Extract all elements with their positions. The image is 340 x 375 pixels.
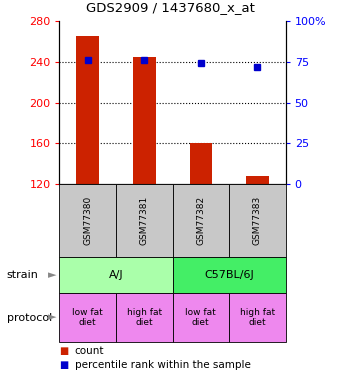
Text: GSM77381: GSM77381 (140, 196, 149, 245)
Bar (59, 293, 116, 342)
Text: percentile rank within the sample: percentile rank within the sample (75, 360, 251, 370)
Bar (173, 293, 229, 342)
Text: high fat
diet: high fat diet (127, 308, 162, 327)
Text: GSM77383: GSM77383 (253, 196, 262, 245)
Text: count: count (75, 346, 104, 356)
Text: GSM77382: GSM77382 (196, 196, 205, 245)
Text: low fat
diet: low fat diet (185, 308, 216, 327)
Text: high fat
diet: high fat diet (240, 308, 275, 327)
Bar (246, 176, 269, 184)
Bar (116, 184, 173, 257)
Text: ■: ■ (59, 346, 69, 356)
Bar (133, 57, 156, 184)
Text: protocol: protocol (7, 313, 52, 322)
Bar (116, 293, 173, 342)
Text: ►: ► (49, 313, 57, 322)
Text: ►: ► (49, 270, 57, 280)
Text: low fat
diet: low fat diet (72, 308, 103, 327)
Bar (76, 36, 99, 184)
Text: strain: strain (7, 270, 39, 280)
Text: GDS2909 / 1437680_x_at: GDS2909 / 1437680_x_at (86, 1, 254, 14)
Bar (59, 184, 116, 257)
Text: A/J: A/J (109, 270, 123, 280)
Text: ■: ■ (59, 360, 69, 370)
Bar (229, 184, 286, 257)
Text: C57BL/6J: C57BL/6J (204, 270, 254, 280)
Text: GSM77380: GSM77380 (83, 196, 92, 245)
Bar (173, 257, 286, 293)
Bar (173, 184, 229, 257)
Bar (59, 257, 173, 293)
Bar (229, 293, 286, 342)
Bar (189, 143, 212, 184)
